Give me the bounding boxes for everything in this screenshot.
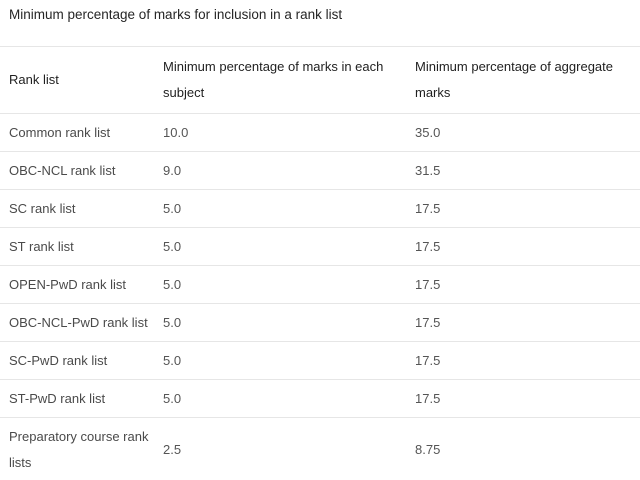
cell-aggregate: 31.5 [406, 151, 640, 190]
table-caption: Minimum percentage of marks for inclusio… [9, 7, 343, 22]
cell-aggregate: 17.5 [406, 227, 640, 266]
table-header-row: Rank list Minimum percentage of marks in… [0, 46, 640, 114]
cell-rank-list: ST rank list [0, 227, 154, 266]
cell-rank-list: Preparatory course rank lists [0, 417, 154, 480]
cell-each-subject: 5.0 [154, 379, 406, 418]
cell-rank-list: OBC-NCL rank list [0, 151, 154, 190]
cell-each-subject: 5.0 [154, 189, 406, 228]
cell-rank-list: SC-PwD rank list [0, 341, 154, 380]
cell-each-subject: 5.0 [154, 265, 406, 304]
table-row: OPEN-PwD rank list 5.0 17.5 [0, 265, 640, 304]
cell-each-subject: 2.5 [154, 417, 406, 480]
cell-aggregate: 17.5 [406, 379, 640, 418]
cell-each-subject: 9.0 [154, 151, 406, 190]
cell-aggregate: 17.5 [406, 341, 640, 380]
cell-aggregate: 17.5 [406, 189, 640, 228]
cell-each-subject: 5.0 [154, 303, 406, 342]
cell-rank-list: OPEN-PwD rank list [0, 265, 154, 304]
header-min-aggregate: Minimum percentage of aggregate marks [406, 46, 640, 114]
rank-list-table: Rank list Minimum percentage of marks in… [0, 46, 640, 480]
cell-each-subject: 5.0 [154, 227, 406, 266]
header-rank-list: Rank list [0, 46, 154, 114]
table-row: Preparatory course rank lists 2.5 8.75 [0, 417, 640, 480]
table-row: OBC-NCL rank list 9.0 31.5 [0, 151, 640, 190]
table-row: ST-PwD rank list 5.0 17.5 [0, 379, 640, 418]
cell-each-subject: 10.0 [154, 113, 406, 152]
cell-aggregate: 35.0 [406, 113, 640, 152]
cell-rank-list: Common rank list [0, 113, 154, 152]
cell-aggregate: 8.75 [406, 417, 640, 480]
table-row: SC-PwD rank list 5.0 17.5 [0, 341, 640, 380]
header-min-each-subject: Minimum percentage of marks in each subj… [154, 46, 406, 114]
table-row: ST rank list 5.0 17.5 [0, 227, 640, 266]
table-row: SC rank list 5.0 17.5 [0, 189, 640, 228]
cell-rank-list: OBC-NCL-PwD rank list [0, 303, 154, 342]
table-row: Common rank list 10.0 35.0 [0, 113, 640, 152]
cell-rank-list: SC rank list [0, 189, 154, 228]
table-row: OBC-NCL-PwD rank list 5.0 17.5 [0, 303, 640, 342]
cell-aggregate: 17.5 [406, 265, 640, 304]
cell-each-subject: 5.0 [154, 341, 406, 380]
cell-rank-list: ST-PwD rank list [0, 379, 154, 418]
cell-aggregate: 17.5 [406, 303, 640, 342]
